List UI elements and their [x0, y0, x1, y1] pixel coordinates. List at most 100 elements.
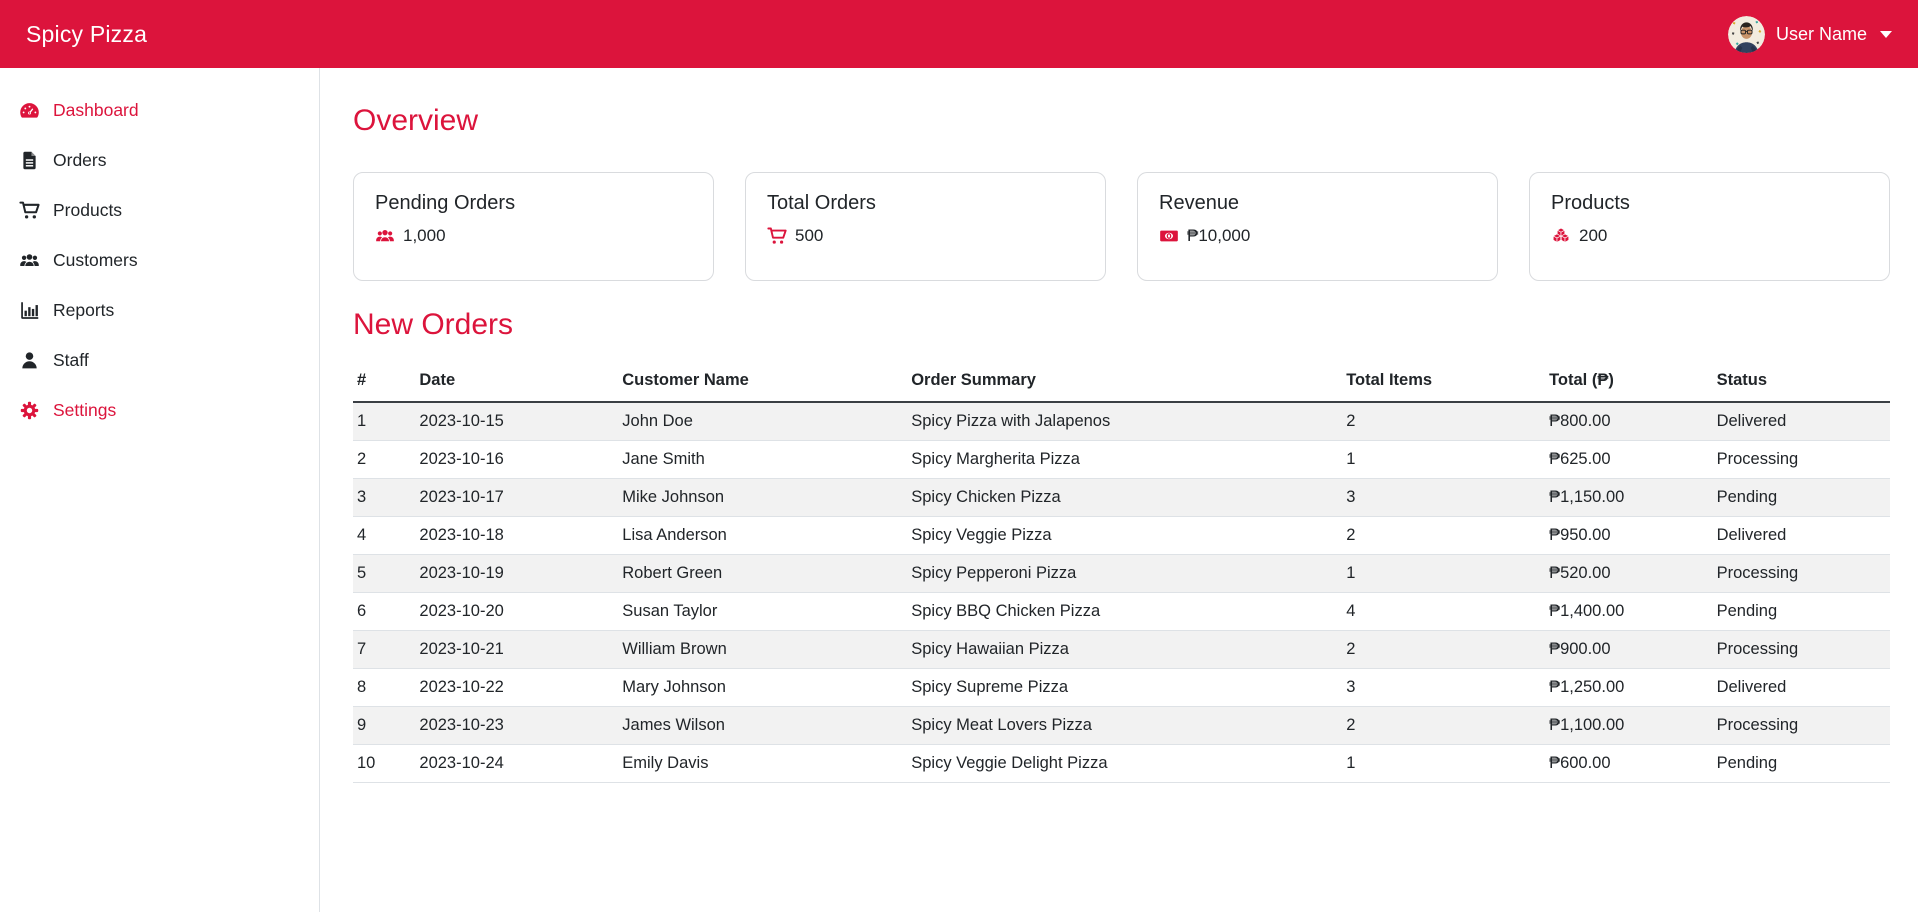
card-value: ₱10,000 [1187, 226, 1250, 246]
cell-summary: Spicy Meat Lovers Pizza [903, 707, 1338, 745]
cell-status: Delivered [1709, 669, 1890, 707]
sidebar-item-staff[interactable]: Staff [0, 335, 319, 385]
user-icon [19, 350, 40, 371]
cell-status: Delivered [1709, 402, 1890, 441]
users-icon [375, 226, 395, 246]
cell-number: 9 [353, 707, 411, 745]
cell-summary: Spicy BBQ Chicken Pizza [903, 593, 1338, 631]
sidebar-item-label: Products [53, 200, 122, 221]
table-row: 42023-10-18Lisa AndersonSpicy Veggie Piz… [353, 517, 1890, 555]
cell-customer: Mike Johnson [614, 479, 903, 517]
table-row: 92023-10-23James WilsonSpicy Meat Lovers… [353, 707, 1890, 745]
cell-total: ₱625.00 [1541, 441, 1709, 479]
col-header-status: Status [1709, 365, 1890, 402]
sidebar-item-customers[interactable]: Customers [0, 235, 319, 285]
user-avatar-photo [1728, 16, 1765, 53]
cell-total: ₱520.00 [1541, 555, 1709, 593]
cell-number: 2 [353, 441, 411, 479]
cell-summary: Spicy Veggie Pizza [903, 517, 1338, 555]
cell-total: ₱1,250.00 [1541, 669, 1709, 707]
cell-customer: William Brown [614, 631, 903, 669]
cell-status: Pending [1709, 745, 1890, 783]
cell-date: 2023-10-18 [411, 517, 614, 555]
cell-items: 1 [1338, 745, 1541, 783]
cell-status: Processing [1709, 441, 1890, 479]
cell-number: 6 [353, 593, 411, 631]
sidebar-item-settings[interactable]: Settings [0, 385, 319, 435]
table-row: 22023-10-16Jane SmithSpicy Margherita Pi… [353, 441, 1890, 479]
cell-customer: Mary Johnson [614, 669, 903, 707]
stat-card-products: Products 200 [1529, 172, 1890, 281]
cell-summary: Spicy Hawaiian Pizza [903, 631, 1338, 669]
table-row: 72023-10-21William BrownSpicy Hawaiian P… [353, 631, 1890, 669]
cell-date: 2023-10-22 [411, 669, 614, 707]
cell-total: ₱900.00 [1541, 631, 1709, 669]
cell-items: 3 [1338, 479, 1541, 517]
cell-customer: Lisa Anderson [614, 517, 903, 555]
cell-customer: Susan Taylor [614, 593, 903, 631]
gear-icon [19, 400, 40, 421]
card-value: 200 [1579, 226, 1607, 246]
card-title: Products [1551, 192, 1868, 215]
cell-summary: Spicy Veggie Delight Pizza [903, 745, 1338, 783]
cell-items: 2 [1338, 631, 1541, 669]
new-orders-title: New Orders [353, 308, 1890, 343]
cell-status: Processing [1709, 555, 1890, 593]
cell-items: 2 [1338, 402, 1541, 441]
cell-total: ₱1,150.00 [1541, 479, 1709, 517]
cell-number: 1 [353, 402, 411, 441]
stat-card-total-orders: Total Orders 500 [745, 172, 1106, 281]
sidebar-item-products[interactable]: Products [0, 185, 319, 235]
cell-date: 2023-10-20 [411, 593, 614, 631]
cell-summary: Spicy Supreme Pizza [903, 669, 1338, 707]
sidebar-item-label: Orders [53, 150, 106, 171]
table-row: 32023-10-17Mike JohnsonSpicy Chicken Piz… [353, 479, 1890, 517]
user-avatar[interactable] [1728, 16, 1765, 53]
sidebar-item-reports[interactable]: Reports [0, 285, 319, 335]
sidebar: Dashboard Orders Products Customers Repo… [0, 68, 320, 912]
table-row: 12023-10-15John DoeSpicy Pizza with Jala… [353, 402, 1890, 441]
sidebar-item-dashboard[interactable]: Dashboard [0, 85, 319, 135]
card-title: Pending Orders [375, 192, 692, 215]
cell-number: 10 [353, 745, 411, 783]
user-menu[interactable]: User Name [1728, 16, 1892, 53]
cell-customer: Emily Davis [614, 745, 903, 783]
sidebar-item-label: Staff [53, 350, 89, 371]
gauge-icon [19, 100, 40, 121]
cell-items: 1 [1338, 555, 1541, 593]
cell-items: 4 [1338, 593, 1541, 631]
cell-date: 2023-10-17 [411, 479, 614, 517]
cell-date: 2023-10-24 [411, 745, 614, 783]
caret-down-icon [1880, 31, 1892, 38]
table-row: 82023-10-22Mary JohnsonSpicy Supreme Piz… [353, 669, 1890, 707]
cell-items: 2 [1338, 517, 1541, 555]
cell-customer: Robert Green [614, 555, 903, 593]
table-row: 52023-10-19Robert GreenSpicy Pepperoni P… [353, 555, 1890, 593]
cell-status: Pending [1709, 593, 1890, 631]
cell-status: Processing [1709, 631, 1890, 669]
cell-date: 2023-10-23 [411, 707, 614, 745]
col-header-total: Total (₱) [1541, 365, 1709, 402]
card-value: 1,000 [403, 226, 446, 246]
sidebar-item-label: Reports [53, 300, 114, 321]
cell-date: 2023-10-15 [411, 402, 614, 441]
cell-customer: James Wilson [614, 707, 903, 745]
card-title: Revenue [1159, 192, 1476, 215]
stat-card-pending-orders: Pending Orders 1,000 [353, 172, 714, 281]
chart-bar-icon [19, 300, 40, 321]
stat-cards: Pending Orders 1,000 Total Orders 500 [353, 172, 1890, 281]
table-row: 62023-10-20Susan TaylorSpicy BBQ Chicken… [353, 593, 1890, 631]
col-header-date: Date [411, 365, 614, 402]
overview-title: Overview [353, 104, 1890, 139]
cart-icon [19, 200, 40, 221]
cell-date: 2023-10-16 [411, 441, 614, 479]
cell-status: Processing [1709, 707, 1890, 745]
col-header-number: # [353, 365, 411, 402]
cart-icon [767, 226, 787, 246]
file-icon [19, 150, 40, 171]
cell-customer: John Doe [614, 402, 903, 441]
sidebar-item-label: Customers [53, 250, 138, 271]
cubes-icon [1551, 226, 1571, 246]
col-header-items: Total Items [1338, 365, 1541, 402]
sidebar-item-orders[interactable]: Orders [0, 135, 319, 185]
